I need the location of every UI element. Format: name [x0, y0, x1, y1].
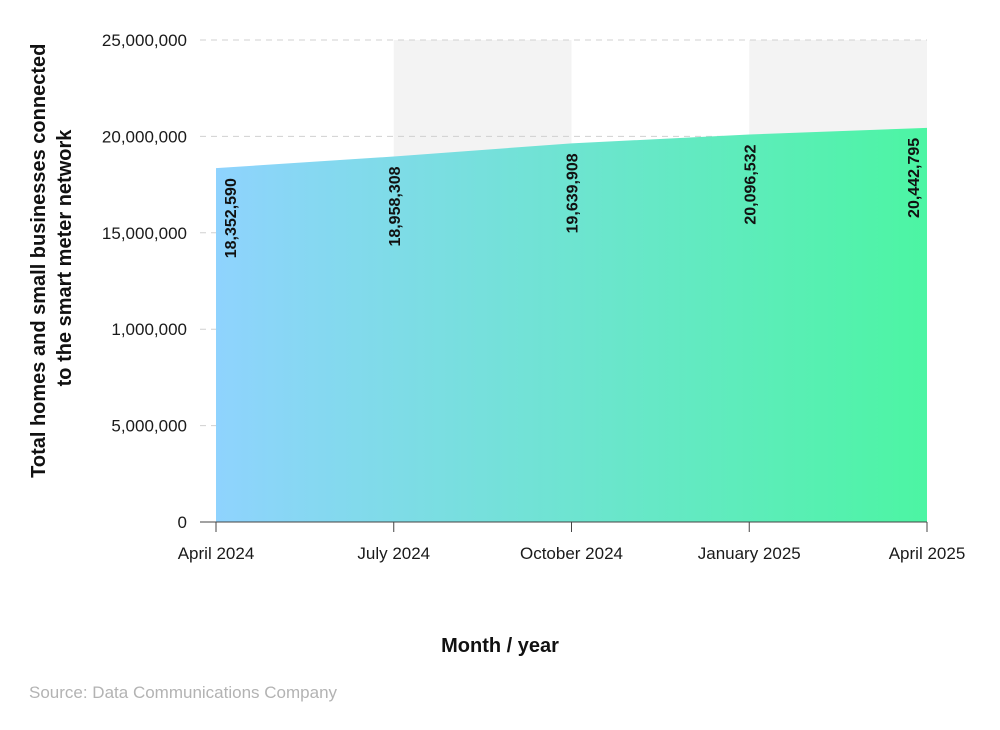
data-label: 18,958,308	[387, 166, 404, 246]
x-tick-label: July 2024	[357, 544, 430, 563]
y-tick-label: 5,000,000	[111, 417, 187, 436]
y-axis-title-line-1: Total homes and small businesses connect…	[28, 44, 50, 478]
data-label: 20,442,795	[906, 138, 923, 218]
source-note: Source: Data Communications Company	[29, 683, 338, 702]
x-tick-label: October 2024	[520, 544, 623, 563]
series-area	[216, 127, 927, 522]
x-axis-title: Month / year	[441, 635, 559, 657]
data-label: 19,639,908	[565, 153, 582, 233]
y-axis-title-line-2: to the smart meter network	[54, 129, 76, 387]
y-tick-label: 20,000,000	[102, 127, 187, 146]
y-tick-label: 15,000,000	[102, 224, 187, 243]
y-axis-title: Total homes and small businesses connect…	[28, 38, 76, 478]
data-label: 20,096,532	[742, 144, 759, 224]
data-label: 18,352,590	[223, 178, 240, 258]
x-tick-label: April 2025	[889, 544, 966, 563]
x-tick-label: April 2024	[178, 544, 255, 563]
x-tick-label: January 2025	[698, 544, 801, 563]
y-tick-label: 1,000,000	[111, 320, 187, 339]
y-tick-label: 0	[178, 513, 187, 532]
y-tick-label: 25,000,000	[102, 31, 187, 50]
